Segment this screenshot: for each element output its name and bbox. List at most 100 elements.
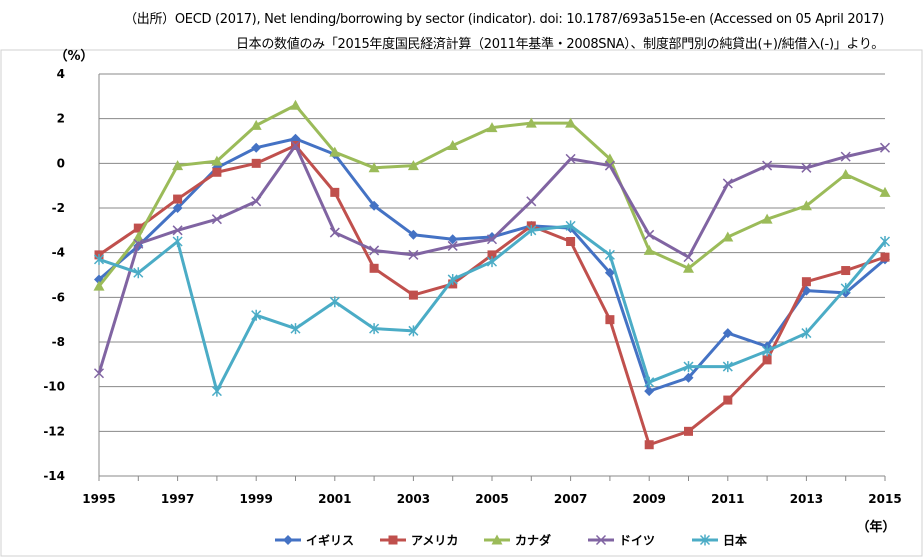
x-axis-label: （年） — [856, 519, 895, 535]
data-point-3 — [172, 225, 183, 236]
legend-marker — [283, 535, 293, 545]
y-tick-label: 4 — [57, 67, 65, 81]
x-tick-label: 1999 — [239, 492, 272, 506]
chart-border — [0, 49, 923, 557]
data-point-0 — [369, 200, 380, 211]
data-point-1 — [566, 237, 576, 246]
y-tick-label: -14 — [43, 469, 65, 483]
source-note-line-2: 日本の数値のみ「2015年度国民経済計算（2011年基準・2008SNA）、制度… — [235, 37, 884, 52]
data-point-4 — [329, 296, 340, 308]
data-point-0 — [722, 328, 733, 339]
y-tick-label: -4 — [52, 246, 65, 260]
data-point-1 — [880, 252, 890, 262]
legend-marker — [491, 534, 503, 545]
data-point-3 — [683, 252, 694, 263]
data-point-4 — [565, 220, 576, 232]
data-point-4 — [526, 224, 537, 236]
x-tick-label: 2015 — [868, 492, 901, 506]
legend-label: アメリカ — [411, 534, 458, 548]
data-point-3 — [93, 368, 105, 379]
data-point-2 — [525, 117, 537, 128]
data-point-0 — [604, 267, 615, 278]
y-axis-label: （%） — [54, 48, 93, 64]
data-point-2 — [290, 99, 301, 110]
data-point-3 — [290, 140, 301, 151]
data-point-4 — [879, 236, 891, 247]
data-point-2 — [368, 162, 380, 173]
y-tick-label: -8 — [52, 335, 65, 349]
data-point-1 — [644, 440, 654, 450]
data-point-1 — [684, 426, 693, 436]
data-point-2 — [407, 160, 419, 171]
data-point-4 — [762, 345, 773, 357]
x-tick-label: 2005 — [475, 492, 508, 506]
data-point-3 — [408, 249, 419, 260]
data-point-4 — [133, 267, 144, 279]
series-3 — [93, 140, 891, 379]
y-tick-label: -10 — [43, 380, 65, 394]
data-point-0 — [683, 372, 694, 383]
data-point-4 — [93, 253, 105, 265]
data-point-2 — [329, 146, 341, 157]
data-point-3 — [722, 178, 733, 189]
data-point-2 — [643, 244, 655, 255]
series-4 — [93, 220, 891, 397]
data-point-4 — [840, 282, 851, 294]
data-point-1 — [133, 223, 143, 233]
data-point-3 — [801, 162, 812, 173]
x-tick-label: 2013 — [790, 492, 823, 506]
data-point-2 — [172, 160, 184, 171]
data-point-1 — [369, 263, 379, 273]
data-point-3 — [526, 196, 537, 207]
data-point-1 — [408, 290, 418, 300]
data-point-3 — [762, 160, 773, 171]
x-tick-label: 2003 — [397, 492, 430, 506]
data-point-2 — [565, 117, 577, 128]
x-tick-label: 2009 — [632, 492, 665, 506]
data-point-4 — [486, 256, 498, 268]
series-2 — [93, 99, 891, 291]
y-tick-label: -2 — [52, 201, 65, 215]
data-point-3 — [251, 196, 262, 207]
data-point-4 — [683, 361, 694, 373]
data-point-0 — [408, 229, 419, 240]
data-point-1 — [605, 315, 615, 325]
x-tick-label: 2001 — [318, 492, 351, 506]
data-point-2 — [486, 122, 498, 133]
y-tick-label: -6 — [52, 290, 65, 304]
legend-label: イギリス — [306, 533, 354, 548]
data-point-1 — [487, 250, 497, 260]
data-point-3 — [447, 240, 458, 251]
data-point-0 — [172, 203, 183, 213]
y-tick-label: 0 — [57, 156, 65, 170]
data-point-3 — [565, 153, 576, 164]
data-point-2 — [761, 213, 773, 224]
data-point-4 — [369, 323, 380, 335]
data-point-2 — [447, 139, 459, 150]
data-point-4 — [447, 273, 458, 285]
data-point-2 — [211, 155, 223, 166]
data-point-3 — [211, 214, 222, 225]
data-point-1 — [330, 187, 340, 197]
data-point-3 — [644, 229, 655, 240]
data-point-0 — [644, 386, 655, 397]
data-point-1 — [841, 266, 851, 276]
legend-marker — [595, 534, 607, 546]
source-note-line-1: （出所）OECD (2017), Net lending/borrowing b… — [124, 12, 884, 27]
data-point-2 — [722, 231, 734, 242]
data-point-0 — [447, 234, 458, 245]
x-tick-label: 1995 — [82, 492, 115, 506]
data-point-4 — [408, 325, 419, 337]
data-point-1 — [723, 395, 733, 405]
series-1 — [94, 140, 890, 450]
data-point-4 — [604, 249, 615, 261]
data-point-2 — [604, 153, 616, 164]
data-point-4 — [211, 385, 222, 397]
data-point-2 — [879, 186, 891, 197]
data-point-2 — [93, 280, 105, 291]
legend-label: ドイツ — [619, 534, 655, 548]
y-tick-label: 2 — [57, 112, 65, 126]
data-point-4 — [251, 309, 262, 321]
data-point-4 — [722, 361, 733, 373]
